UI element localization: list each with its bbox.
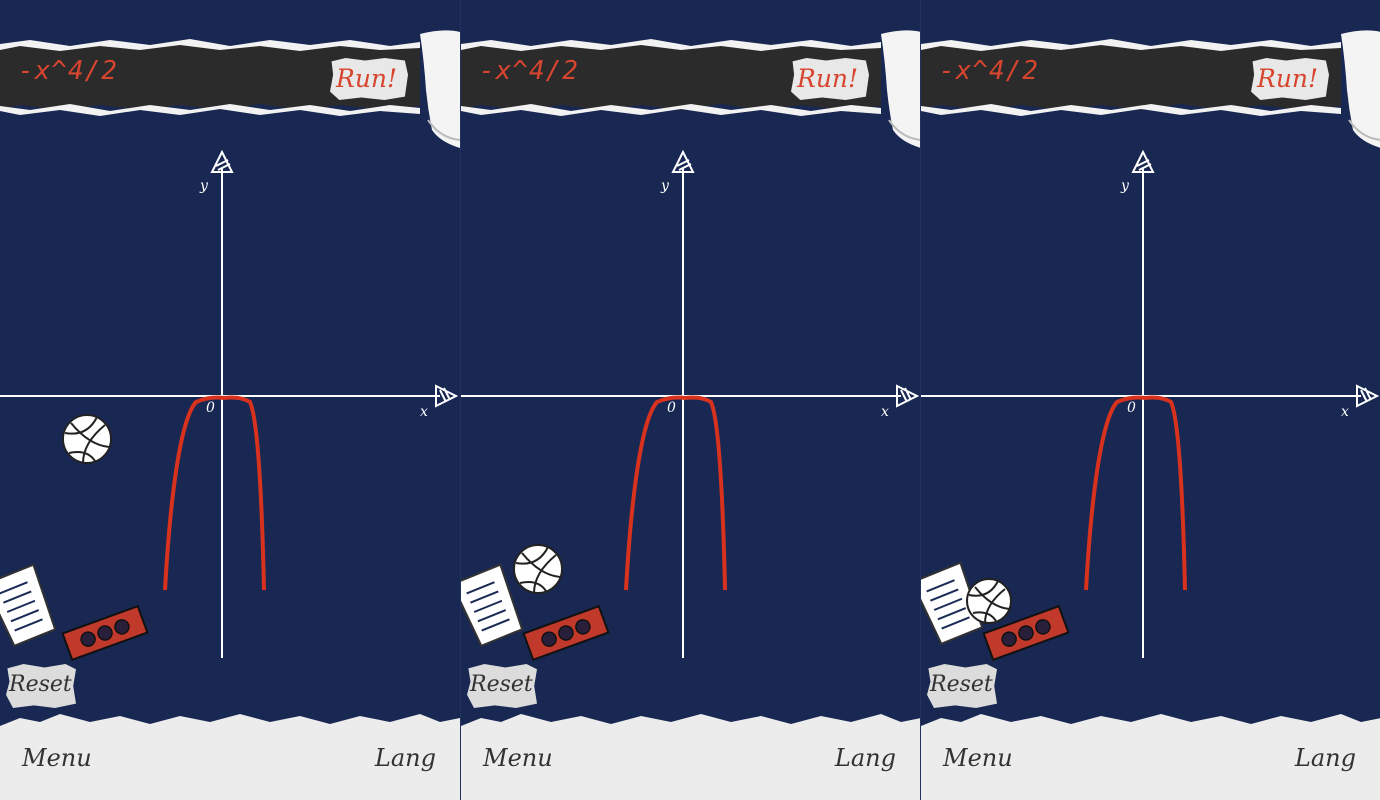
expression-bar	[0, 43, 420, 110]
game-board-2	[461, 30, 920, 800]
run-button-label: Run!	[1257, 64, 1319, 93]
volleyball-icon[interactable]	[966, 578, 1012, 624]
x-axis-label: x	[420, 404, 428, 420]
origin-label: 0	[667, 400, 676, 416]
game-screen-1: -x^4/2 Run! Reset y x 0 Menu Lang	[0, 0, 460, 800]
y-axis-arrow-icon	[671, 149, 695, 173]
x-axis-arrow-icon	[435, 384, 459, 408]
volleyball-icon[interactable]	[513, 544, 563, 594]
expression-input[interactable]: -x^4/2	[939, 56, 1039, 86]
y-axis-arrow-icon	[1131, 149, 1155, 173]
x-axis-arrow-icon	[896, 384, 920, 408]
expression-bar	[921, 43, 1341, 110]
brick-icon[interactable]	[522, 604, 610, 662]
run-button-label: Run!	[336, 64, 398, 93]
expression-input[interactable]: -x^4/2	[18, 56, 118, 86]
basket-icon[interactable]	[921, 561, 986, 646]
reset-button[interactable]: Reset	[467, 664, 537, 708]
x-axis-label: x	[1341, 404, 1349, 420]
lang-button[interactable]: Lang	[1294, 744, 1356, 772]
run-button[interactable]: Run!	[791, 58, 869, 100]
page-curl-icon	[1341, 30, 1380, 148]
run-button-label: Run!	[797, 64, 859, 93]
y-axis-label: y	[1121, 178, 1129, 194]
y-axis-arrow-icon	[210, 149, 234, 173]
brick-icon[interactable]	[61, 604, 149, 662]
game-screen-3: -x^4/2 Run! Reset y x 0 Menu Lang	[920, 0, 1380, 800]
page-curl-icon	[881, 30, 920, 148]
game-board-3	[921, 30, 1380, 800]
basket-icon[interactable]	[0, 563, 59, 648]
brick-icon[interactable]	[982, 604, 1070, 662]
run-button[interactable]: Run!	[1251, 58, 1329, 100]
menu-button[interactable]: Menu	[483, 744, 553, 772]
function-curve	[1084, 395, 1187, 591]
y-axis-label: y	[661, 178, 669, 194]
origin-label: 0	[206, 400, 215, 416]
reset-button-label: Reset	[470, 672, 533, 697]
reset-button[interactable]: Reset	[927, 664, 997, 708]
game-board-1	[0, 0, 460, 800]
reset-button-label: Reset	[9, 672, 72, 697]
volleyball-icon[interactable]	[62, 414, 112, 464]
function-curve	[163, 395, 266, 591]
x-axis-arrow-icon	[1356, 384, 1380, 408]
top-torn-paper	[0, 0, 460, 47]
bottom-torn-paper	[921, 714, 1380, 800]
lang-button[interactable]: Lang	[374, 744, 436, 772]
reset-button-label: Reset	[930, 672, 993, 697]
reset-button[interactable]: Reset	[6, 664, 76, 708]
game-screen-2: -x^4/2 Run! Reset y x 0 Menu Lang	[460, 0, 920, 800]
bottom-torn-paper	[461, 714, 920, 800]
lang-button[interactable]: Lang	[834, 744, 896, 772]
origin-label: 0	[1127, 400, 1136, 416]
page-curl-icon	[420, 30, 460, 148]
bottom-torn-paper	[0, 714, 460, 800]
y-axis-label: y	[200, 178, 208, 194]
function-curve	[624, 395, 727, 591]
x-axis-label: x	[881, 404, 889, 420]
menu-button[interactable]: Menu	[22, 744, 92, 772]
run-button[interactable]: Run!	[330, 58, 408, 100]
expression-input[interactable]: -x^4/2	[479, 56, 579, 86]
menu-button[interactable]: Menu	[943, 744, 1013, 772]
expression-bar	[461, 43, 881, 110]
basket-icon[interactable]	[461, 563, 526, 648]
